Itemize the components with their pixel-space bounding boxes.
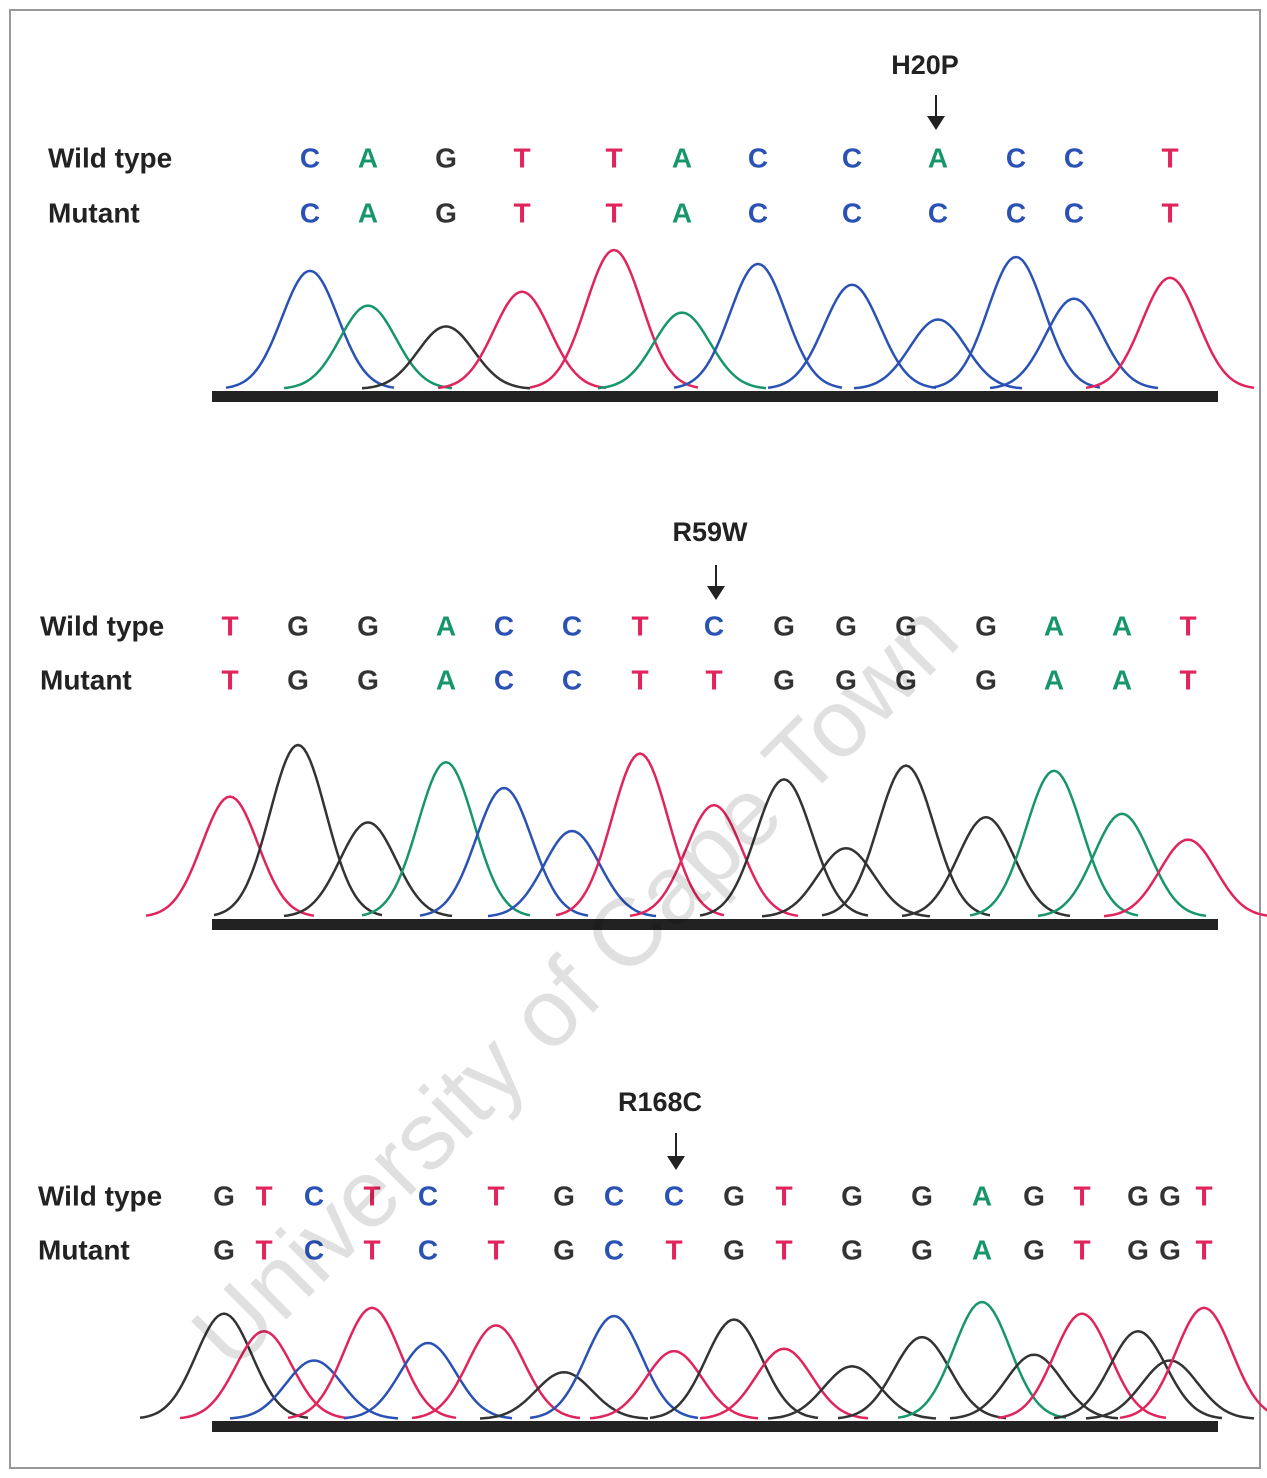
base: T	[631, 610, 648, 641]
base: A	[972, 1234, 992, 1265]
base: T	[1179, 664, 1196, 695]
base: T	[1161, 142, 1178, 173]
base: G	[287, 610, 309, 641]
base: T	[513, 197, 530, 228]
base: T	[1073, 1234, 1090, 1265]
trace-baseline	[212, 391, 1218, 402]
row-label: Mutant	[48, 197, 140, 228]
base: T	[487, 1234, 504, 1265]
base: T	[1161, 197, 1178, 228]
base: G	[911, 1180, 933, 1211]
base: G	[723, 1180, 745, 1211]
base: C	[604, 1234, 624, 1265]
base: T	[1179, 610, 1196, 641]
base: C	[842, 197, 862, 228]
base: G	[841, 1234, 863, 1265]
base: C	[562, 610, 582, 641]
base: T	[775, 1234, 792, 1265]
trace-baseline	[212, 1421, 1218, 1432]
base: A	[972, 1180, 992, 1211]
base: G	[1023, 1234, 1045, 1265]
base: C	[604, 1180, 624, 1211]
base: C	[748, 197, 768, 228]
base: G	[553, 1180, 575, 1211]
base: C	[842, 142, 862, 173]
figure: H20PWild typeCAGTTACCACCTMutantCAGTTACCC…	[0, 0, 1267, 1473]
base: C	[562, 664, 582, 695]
base: G	[1159, 1234, 1181, 1265]
base: T	[1073, 1180, 1090, 1211]
base: A	[1112, 610, 1132, 641]
base: G	[287, 664, 309, 695]
base: T	[705, 664, 722, 695]
base: G	[1023, 1180, 1045, 1211]
base: G	[975, 610, 997, 641]
base: C	[664, 1180, 684, 1211]
base: T	[255, 1180, 272, 1211]
base: C	[300, 197, 320, 228]
base: A	[358, 197, 378, 228]
base: T	[487, 1180, 504, 1211]
row-label: Wild type	[38, 1180, 162, 1211]
base: G	[357, 664, 379, 695]
base: G	[213, 1180, 235, 1211]
base: A	[928, 142, 948, 173]
base: C	[494, 664, 514, 695]
base: G	[357, 610, 379, 641]
base: A	[1044, 610, 1064, 641]
base: G	[773, 610, 795, 641]
base: T	[1195, 1234, 1212, 1265]
base: A	[358, 142, 378, 173]
row-label: Mutant	[40, 664, 132, 695]
base: T	[775, 1180, 792, 1211]
base: A	[436, 610, 456, 641]
base: C	[418, 1234, 438, 1265]
row-label: Wild type	[40, 610, 164, 641]
base: C	[704, 610, 724, 641]
base: A	[1044, 664, 1064, 695]
base: A	[1112, 664, 1132, 695]
base: C	[1064, 142, 1084, 173]
base: C	[1006, 142, 1026, 173]
base: C	[1006, 197, 1026, 228]
row-label: Mutant	[38, 1234, 130, 1265]
base: T	[221, 610, 238, 641]
base: A	[672, 142, 692, 173]
base: T	[631, 664, 648, 695]
mutation-label: H20P	[891, 50, 959, 80]
base: G	[1159, 1180, 1181, 1211]
base: T	[665, 1234, 682, 1265]
base: T	[1195, 1180, 1212, 1211]
base: T	[221, 664, 238, 695]
base: G	[435, 197, 457, 228]
base: T	[605, 197, 622, 228]
base: A	[436, 664, 456, 695]
base: G	[773, 664, 795, 695]
row-label: Wild type	[48, 142, 172, 173]
base: G	[841, 1180, 863, 1211]
mutation-label: R168C	[618, 1087, 702, 1117]
base: G	[975, 664, 997, 695]
base: C	[1064, 197, 1084, 228]
trace-baseline	[212, 919, 1218, 930]
base: G	[1127, 1234, 1149, 1265]
base: C	[300, 142, 320, 173]
base: G	[911, 1234, 933, 1265]
base: C	[928, 197, 948, 228]
base: G	[435, 142, 457, 173]
base: C	[748, 142, 768, 173]
mutation-label: R59W	[672, 517, 748, 547]
base: C	[494, 610, 514, 641]
base: G	[553, 1234, 575, 1265]
base: G	[1127, 1180, 1149, 1211]
base: T	[605, 142, 622, 173]
base: T	[513, 142, 530, 173]
base: A	[672, 197, 692, 228]
base: G	[723, 1234, 745, 1265]
